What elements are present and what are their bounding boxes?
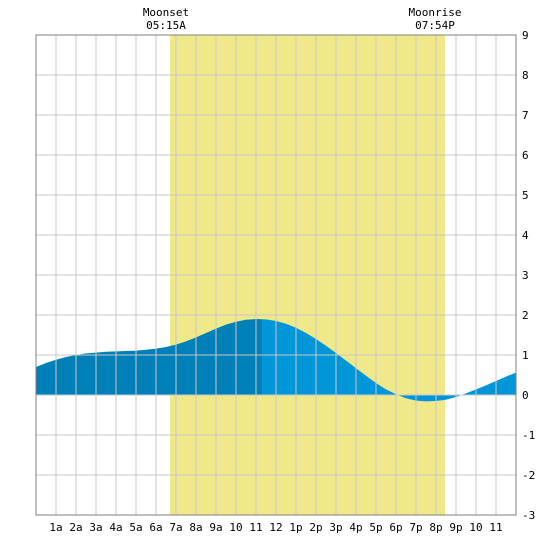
annotation-title: Moonset [143, 6, 189, 19]
y-tick-label: 1 [522, 349, 529, 362]
tide-area-rising [36, 319, 262, 395]
annotation-time: 07:54P [415, 19, 455, 32]
y-tick-label: 4 [522, 229, 529, 242]
x-tick-label: 6p [389, 521, 402, 534]
x-tick-label: 11 [249, 521, 262, 534]
x-tick-label: 9a [209, 521, 222, 534]
x-tick-label: 2p [309, 521, 322, 534]
x-tick-label: 7a [169, 521, 182, 534]
y-tick-label: 3 [522, 269, 529, 282]
y-tick-label: -3 [522, 509, 535, 522]
x-tick-label: 1a [49, 521, 62, 534]
y-tick-label: 0 [522, 389, 529, 402]
x-tick-label: 5p [369, 521, 382, 534]
y-tick-label: 5 [522, 189, 529, 202]
x-tick-label: 11 [489, 521, 502, 534]
y-tick-label: -1 [522, 429, 535, 442]
x-tick-label: 8p [429, 521, 442, 534]
annotation-time: 05:15A [146, 19, 186, 32]
x-tick-label: 9p [449, 521, 462, 534]
x-tick-label: 10 [469, 521, 482, 534]
plot-frame [35, 34, 517, 516]
y-tick-label: 2 [522, 309, 529, 322]
x-tick-label: 3p [329, 521, 342, 534]
x-tick-label: 12 [269, 521, 282, 534]
x-tick-label: 1p [289, 521, 302, 534]
x-tick-label: 4p [349, 521, 362, 534]
y-tick-label: 7 [522, 109, 529, 122]
x-tick-label: 2a [69, 521, 82, 534]
x-tick-label: 3a [89, 521, 102, 534]
x-tick-label: 6a [149, 521, 162, 534]
x-tick-label: 10 [229, 521, 242, 534]
tide-area-falling [262, 319, 516, 402]
x-tick-label: 5a [129, 521, 142, 534]
y-tick-label: 9 [522, 29, 529, 42]
annotation-title: Moonrise [409, 6, 462, 19]
y-tick-label: 8 [522, 69, 529, 82]
y-tick-label: -2 [522, 469, 535, 482]
x-tick-label: 8a [189, 521, 202, 534]
x-tick-label: 4a [109, 521, 122, 534]
x-tick-label: 7p [409, 521, 422, 534]
y-tick-label: 6 [522, 149, 529, 162]
